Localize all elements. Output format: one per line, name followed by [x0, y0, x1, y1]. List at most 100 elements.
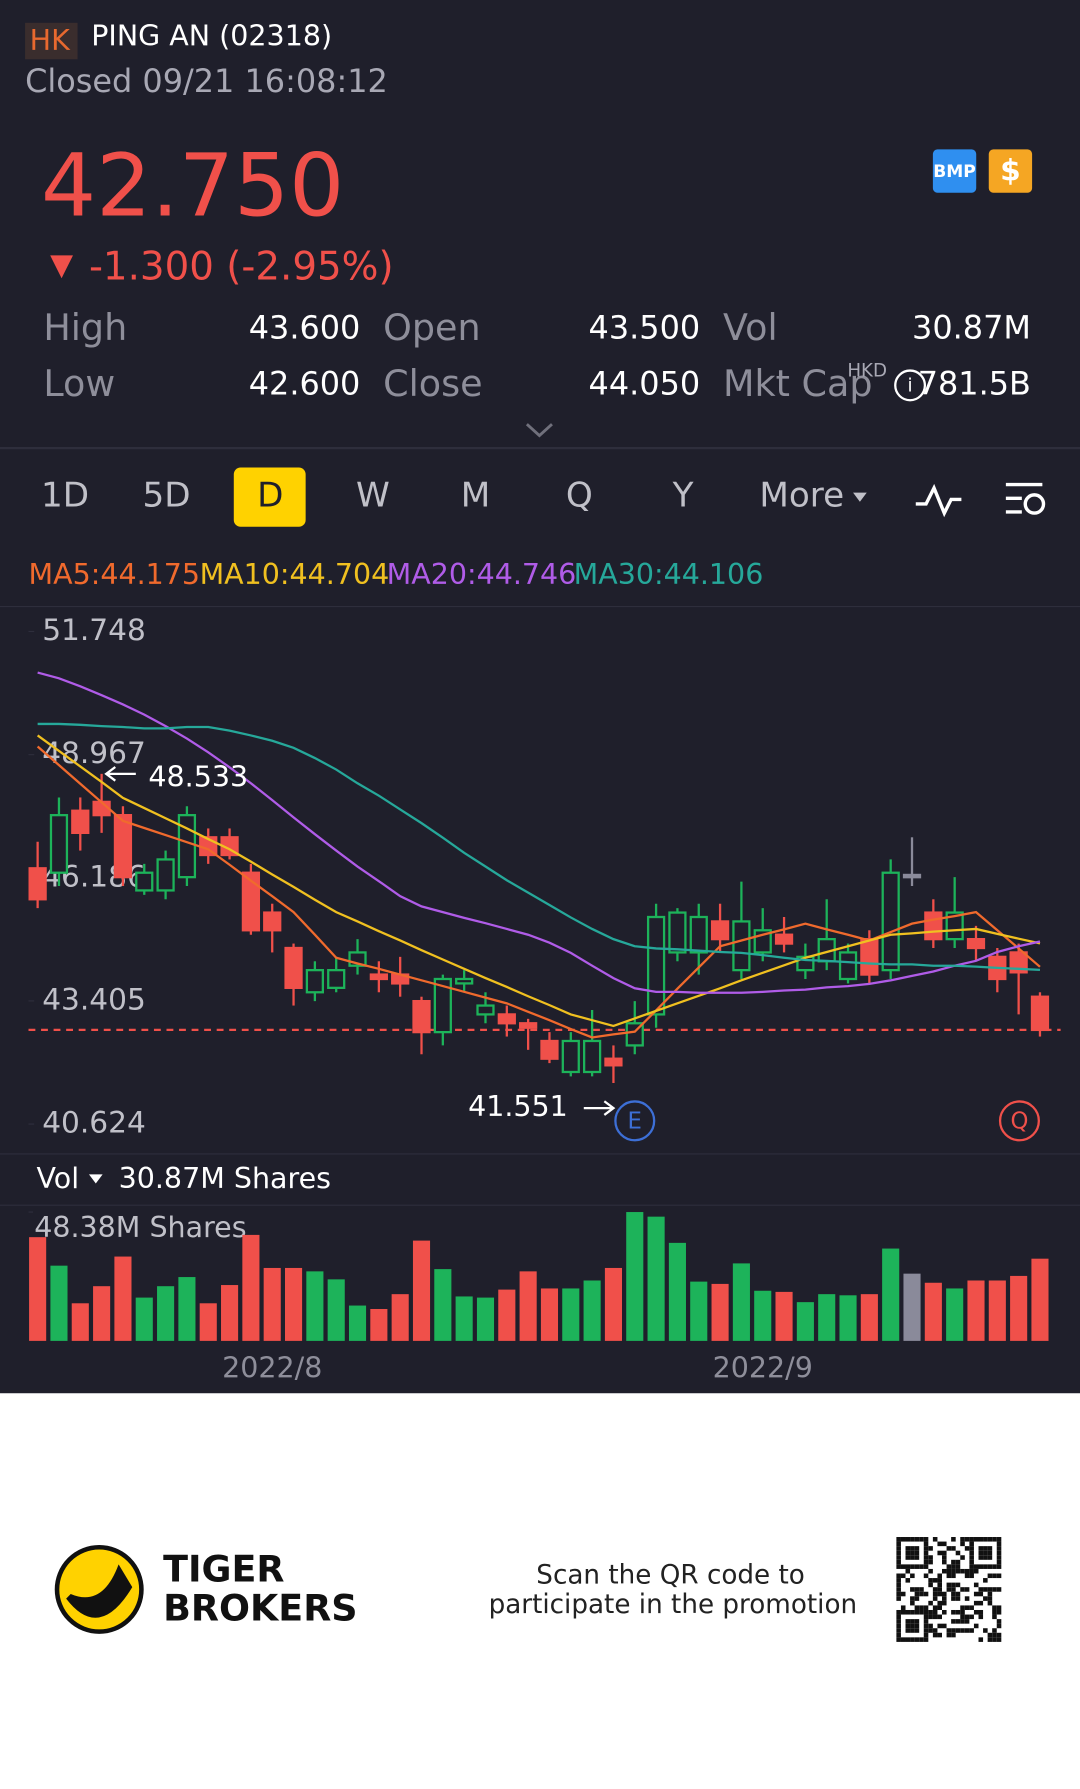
qr-cell: [955, 1582, 961, 1588]
status: Closed 09/21 16:08:12: [25, 62, 388, 100]
volume-bar: [412, 1240, 431, 1341]
qr-cell: [973, 1623, 979, 1629]
qr-cell: [996, 1564, 1002, 1569]
volume-bar: [1010, 1275, 1028, 1341]
bmp-icon[interactable]: [932, 149, 977, 193]
qr-cell: [969, 1541, 974, 1547]
qr-cell: [914, 1596, 920, 1601]
qr-cell: [905, 1637, 911, 1642]
qr-cell: [978, 1550, 984, 1556]
qr-cell: [978, 1537, 984, 1542]
qr-cell: [973, 1609, 979, 1615]
qr-cell: [992, 1605, 997, 1610]
qr-cell: [978, 1587, 984, 1592]
price-plot: 51.74848.96746.18643.40540.62448.53341.5…: [28, 612, 1061, 1142]
qr-cell: [942, 1559, 947, 1565]
stat-value: 43.500: [589, 309, 701, 347]
volume-arrow[interactable]: [88, 1174, 103, 1184]
promo-text: Scan the QR code to: [536, 1560, 805, 1590]
min-label: 41.551: [468, 1090, 568, 1123]
qr-cell: [923, 1541, 929, 1547]
stock-name: PING AN (02318): [91, 20, 332, 53]
tab[interactable]: M: [461, 476, 491, 516]
tab[interactable]: 1D: [41, 476, 89, 516]
tab[interactable]: More: [759, 476, 844, 516]
app-background: [0, 0, 1080, 1394]
qr-cell: [937, 1600, 943, 1606]
qr-cell: [896, 1555, 901, 1560]
event-label: Q: [1010, 1108, 1028, 1134]
qr-cell: [987, 1555, 993, 1560]
qr-cell: [996, 1559, 1002, 1565]
qr-cell: [960, 1541, 965, 1547]
qr-cell: [955, 1628, 961, 1633]
qr-cell: [983, 1555, 988, 1560]
tab[interactable]: D: [257, 476, 283, 516]
qr-cell: [923, 1605, 929, 1610]
qr-cell: [923, 1614, 929, 1620]
qr-cell: [900, 1573, 906, 1579]
candle-body: [582, 1039, 602, 1074]
qr-cell: [973, 1564, 979, 1569]
qr-cell: [910, 1537, 915, 1542]
qr-cell: [910, 1546, 915, 1551]
qr-cell: [896, 1623, 901, 1629]
dollar-icon-glyph: $: [1000, 153, 1021, 188]
qr-cell: [955, 1568, 961, 1574]
qr-cell: [896, 1596, 901, 1601]
volume-bar: [284, 1267, 303, 1341]
settings-icon[interactable]: [1005, 482, 1046, 515]
qr-cell: [960, 1568, 965, 1574]
volume-bar: [348, 1305, 367, 1341]
volume-bar: [882, 1248, 900, 1341]
qr-cell: [996, 1537, 1002, 1542]
qr-cell: [951, 1573, 956, 1579]
qr-cell: [928, 1614, 933, 1620]
event-marker[interactable]: [998, 1100, 1040, 1142]
qr-cell: [932, 1632, 938, 1638]
qr-cell: [992, 1609, 997, 1615]
qr-cell: [914, 1537, 920, 1542]
qr-cell: [955, 1559, 961, 1565]
qr-cell: [923, 1609, 929, 1615]
volume-bar: [157, 1286, 175, 1341]
qr-cell: [900, 1605, 906, 1610]
qr-cell: [946, 1582, 952, 1588]
qr-cell: [928, 1546, 933, 1551]
qr-cell: [996, 1619, 1002, 1624]
candle-body: [668, 911, 687, 954]
qr-cell: [951, 1628, 956, 1633]
x-tick-label: 2022/9: [713, 1351, 813, 1384]
candle-body: [945, 911, 964, 941]
candle-body: [710, 920, 730, 941]
qr-cell: [905, 1555, 911, 1560]
volume-bar: [690, 1281, 708, 1341]
qr-cell: [996, 1609, 1002, 1615]
indicator-icon[interactable]: [915, 483, 962, 518]
tab[interactable]: W: [356, 476, 390, 516]
qr-cell: [919, 1587, 924, 1592]
dollar-icon[interactable]: [988, 149, 1033, 193]
candle-body: [774, 933, 794, 945]
qr-cell: [905, 1609, 911, 1615]
tab[interactable]: 5D: [142, 476, 190, 516]
event-marker[interactable]: [614, 1100, 656, 1142]
promo-text: participate in the promotion: [489, 1590, 858, 1620]
candle-body: [561, 1039, 580, 1074]
expand-chevron[interactable]: [525, 423, 553, 438]
qr-cell: [914, 1564, 920, 1569]
candle-body: [838, 951, 858, 981]
qr-cell: [951, 1591, 956, 1597]
tabs: 1D 5D D W M Q Y More: [41, 467, 844, 527]
qr-cell: [923, 1555, 929, 1560]
tab[interactable]: Q: [566, 476, 593, 516]
volume-bar: [711, 1283, 729, 1341]
info-icon[interactable]: [894, 369, 927, 402]
candle-body: [135, 871, 154, 892]
qr-cell: [923, 1546, 929, 1551]
qr-cell: [896, 1582, 901, 1588]
qr-cell: [923, 1550, 929, 1556]
tab[interactable]: Y: [672, 476, 694, 516]
qr-cell: [964, 1596, 970, 1601]
